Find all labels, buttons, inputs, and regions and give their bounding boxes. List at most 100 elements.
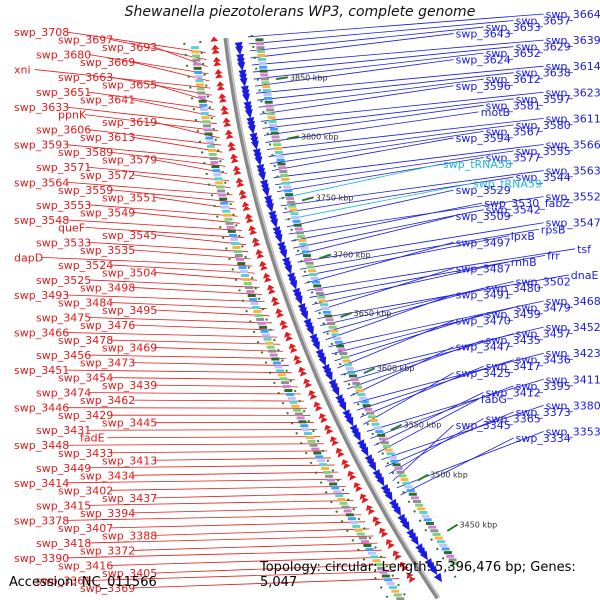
plus-strand-gene-125 <box>401 521 410 531</box>
right-gene-label-30: swp_3542 <box>486 204 541 217</box>
inner-feature-108 <box>384 448 393 452</box>
inner-feature-104 <box>377 433 386 437</box>
plus-strand-gene-49 <box>274 233 283 244</box>
right-connector-38 <box>312 261 509 305</box>
outer-feature-30 <box>212 169 221 173</box>
left-connector-74 <box>132 578 400 589</box>
left-connector-72 <box>154 563 391 574</box>
plus-strand-gene-85 <box>325 371 333 382</box>
inner-feature-98 <box>366 411 375 415</box>
left-connector-53 <box>88 429 318 431</box>
left-gene-label-30: dapD <box>14 251 43 264</box>
right-connector-30 <box>292 209 484 249</box>
left-connector-7 <box>154 84 214 103</box>
right-gene-label-64: swp_3353 <box>546 425 600 438</box>
inner-feature-11 <box>261 81 270 85</box>
genome-backbone <box>183 34 461 600</box>
outer-feature-83 <box>281 381 290 385</box>
outer-feature-37 <box>219 197 228 201</box>
right-gene-label-49: swp_3457 <box>516 328 571 341</box>
right-connector-12 <box>261 91 544 122</box>
left-gene-label-28: swp_3533 <box>36 236 91 249</box>
right-gene-label-53: swp_3436 <box>516 354 571 367</box>
outer-feature-62 <box>249 298 258 302</box>
inner-feature-83 <box>340 355 349 359</box>
inner-feature-123 <box>415 503 424 507</box>
inner-feature-63 <box>311 280 320 284</box>
right-gene-label-13: swp_3597 <box>516 93 571 106</box>
scale-tick-mark-5 <box>363 367 376 375</box>
right-connector-39 <box>314 268 454 312</box>
outer-feature-80 <box>276 369 285 373</box>
inner-feature-86 <box>345 366 354 370</box>
outer-feature-123 <box>358 536 367 540</box>
right-connector-25 <box>282 176 514 214</box>
scale-tick-mark-3 <box>319 253 332 260</box>
inner-feature-7 <box>259 65 268 69</box>
left-gene-label-37: swp_3495 <box>102 304 157 317</box>
outer-feature-116 <box>343 509 352 513</box>
inner-feature-67 <box>317 295 326 299</box>
minus-strand-gene-42 <box>242 205 251 212</box>
outer-feature-69 <box>259 325 268 329</box>
left-connector-25 <box>66 219 242 231</box>
outer-feature-53 <box>237 262 246 266</box>
outer-feature-124 <box>361 540 370 544</box>
plus-strand-gene-129 <box>410 535 419 546</box>
outer-feature-119 <box>350 521 359 525</box>
minus-strand-gene-131 <box>392 550 400 557</box>
outer-feature-12 <box>197 95 206 99</box>
inner-feature-42 <box>287 200 296 204</box>
plus-strand-gene-89 <box>331 386 340 397</box>
right-gene-label-46: swp_3459 <box>486 308 541 321</box>
plus-strand-gene-65 <box>294 295 303 305</box>
right-gene-label-16: swp_3611 <box>546 112 600 125</box>
left-gene-label-1: swp_3697 <box>58 34 113 47</box>
left-gene-label-41: swp_3478 <box>58 334 113 347</box>
left-connector-10 <box>66 106 217 125</box>
right-gene-label-51: swp_3447 <box>456 341 511 354</box>
outer-feature-55 <box>239 270 248 274</box>
left-connector-14 <box>132 136 223 153</box>
minus-strand-gene-59 <box>262 272 271 279</box>
minus-strand-gene-89 <box>308 389 316 397</box>
right-connector-23 <box>278 163 442 200</box>
minus-strand-gene-60 <box>264 276 272 283</box>
minus-strand-gene-38 <box>238 189 247 196</box>
inner-feature-12 <box>262 85 271 89</box>
left-connector-60 <box>66 478 342 484</box>
inner-feature-76 <box>330 329 339 333</box>
right-gene-label-11: swp_3596 <box>456 80 511 93</box>
inner-feature-131 <box>432 532 441 536</box>
right-connector-5 <box>252 46 514 73</box>
left-connector-66 <box>110 521 366 529</box>
right-gene-label-7: swp_3624 <box>456 54 511 67</box>
left-gene-label-54: fadE <box>80 432 105 445</box>
left-connector-55 <box>66 443 324 446</box>
scale-tick-label-7: 3500 kbp <box>430 471 468 480</box>
backbone-highlight <box>226 37 440 598</box>
right-connector-53 <box>356 359 514 411</box>
left-gene-label-39: swp_3476 <box>80 319 135 332</box>
right-connector-34 <box>302 235 509 277</box>
outer-feature-36 <box>218 193 227 197</box>
minus-strand-gene-84 <box>299 370 308 377</box>
outer-feature-5 <box>193 66 202 70</box>
inner-feature-0 <box>255 38 264 42</box>
minus-strand-gene-27 <box>228 145 237 152</box>
left-gene-label-69: swp_3372 <box>80 544 135 557</box>
inner-feature-85 <box>344 363 353 367</box>
outer-feature-32 <box>214 177 223 181</box>
minus-strand-gene-44 <box>244 213 253 220</box>
outer-feature-97 <box>305 435 314 439</box>
inner-feature-19 <box>266 112 275 116</box>
minus-strand-gene-87 <box>304 382 313 389</box>
inner-feature-99 <box>367 415 376 419</box>
right-gene-label-10: swp_3612 <box>486 73 541 86</box>
minus-strand-gene-50 <box>251 237 260 244</box>
left-gene-label-59: swp_3434 <box>80 469 135 482</box>
outer-feature-34 <box>216 185 225 189</box>
outer-feature-113 <box>337 497 346 501</box>
left-connector-6 <box>110 76 212 96</box>
right-connector-10 <box>258 78 484 108</box>
